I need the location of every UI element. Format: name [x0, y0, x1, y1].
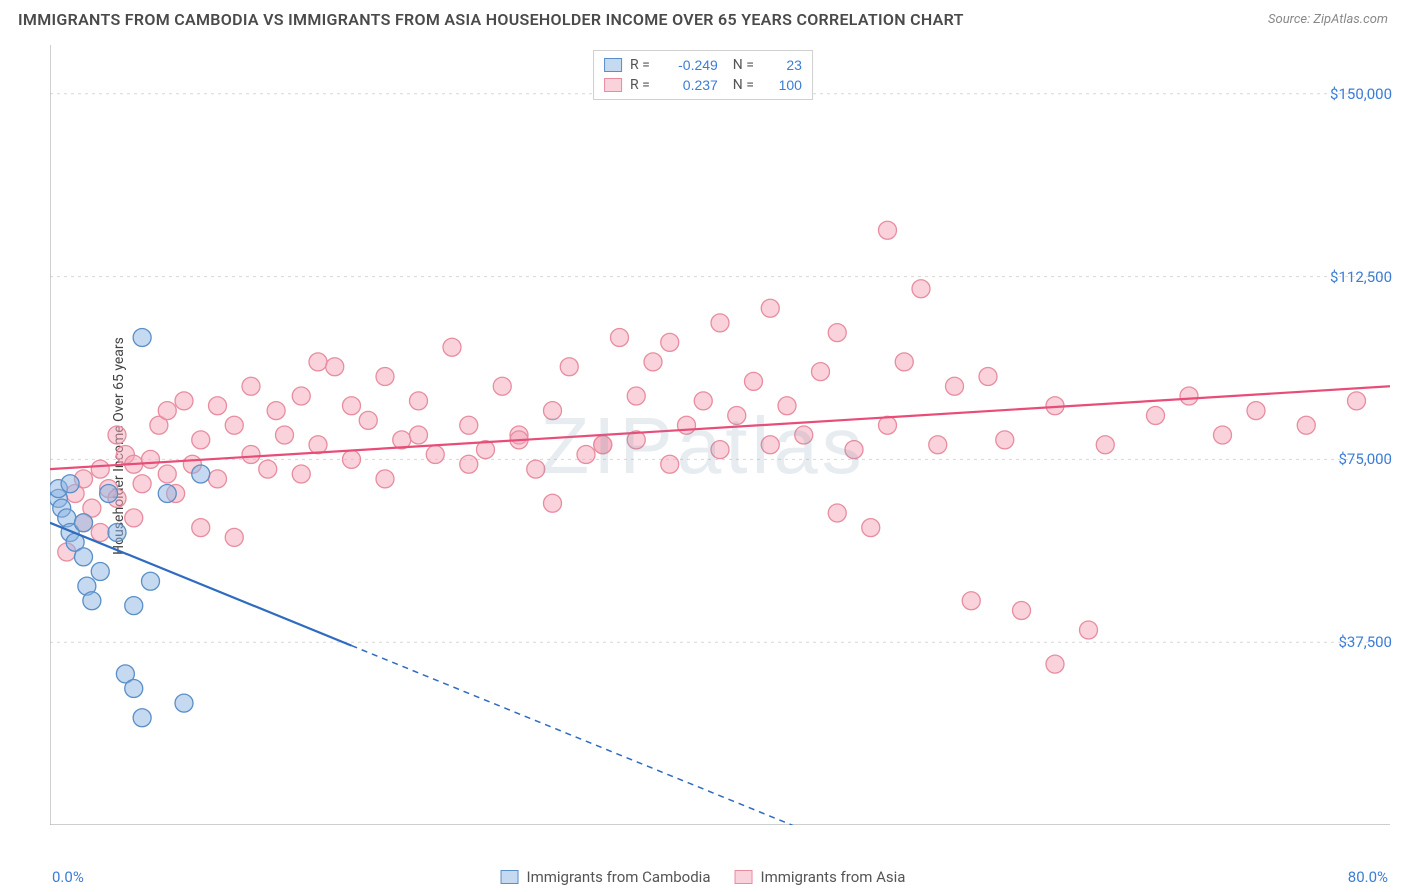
- legend-item: Immigrants from Asia: [734, 868, 905, 886]
- stat-label: R =: [630, 57, 650, 73]
- x-axis-max-label: 80.0%: [1348, 868, 1388, 886]
- legend-swatch: [734, 870, 752, 884]
- y-tick-label: $75,000: [1338, 450, 1392, 468]
- y-tick-label: $150,000: [1330, 85, 1392, 103]
- stat-label: N =: [726, 77, 754, 93]
- x-axis-min-label: 0.0%: [52, 868, 84, 886]
- legend-label: Immigrants from Cambodia: [527, 868, 711, 886]
- correlation-stats-legend: R = -0.249 N = 23 R = 0.237 N = 100: [593, 50, 813, 100]
- source-attribution: Source: ZipAtlas.com: [1268, 12, 1388, 27]
- n-value: 23: [762, 57, 802, 73]
- r-value: -0.249: [658, 57, 718, 73]
- stats-row: R = -0.249 N = 23: [594, 55, 812, 75]
- n-value: 100: [762, 77, 802, 93]
- y-tick-label: $37,500: [1338, 633, 1392, 651]
- legend-swatch: [604, 78, 622, 92]
- y-tick-label: $112,500: [1330, 268, 1392, 286]
- stat-label: R =: [630, 77, 650, 93]
- chart-title: IMMIGRANTS FROM CAMBODIA VS IMMIGRANTS F…: [18, 10, 964, 29]
- series-legend: Immigrants from Cambodia Immigrants from…: [501, 868, 906, 886]
- legend-label: Immigrants from Asia: [760, 868, 905, 886]
- stats-row: R = 0.237 N = 100: [594, 75, 812, 95]
- r-value: 0.237: [658, 77, 718, 93]
- stat-label: N =: [726, 57, 754, 73]
- legend-swatch: [604, 58, 622, 72]
- legend-item: Immigrants from Cambodia: [501, 868, 711, 886]
- legend-swatch: [501, 870, 519, 884]
- scatter-chart: [50, 45, 1390, 825]
